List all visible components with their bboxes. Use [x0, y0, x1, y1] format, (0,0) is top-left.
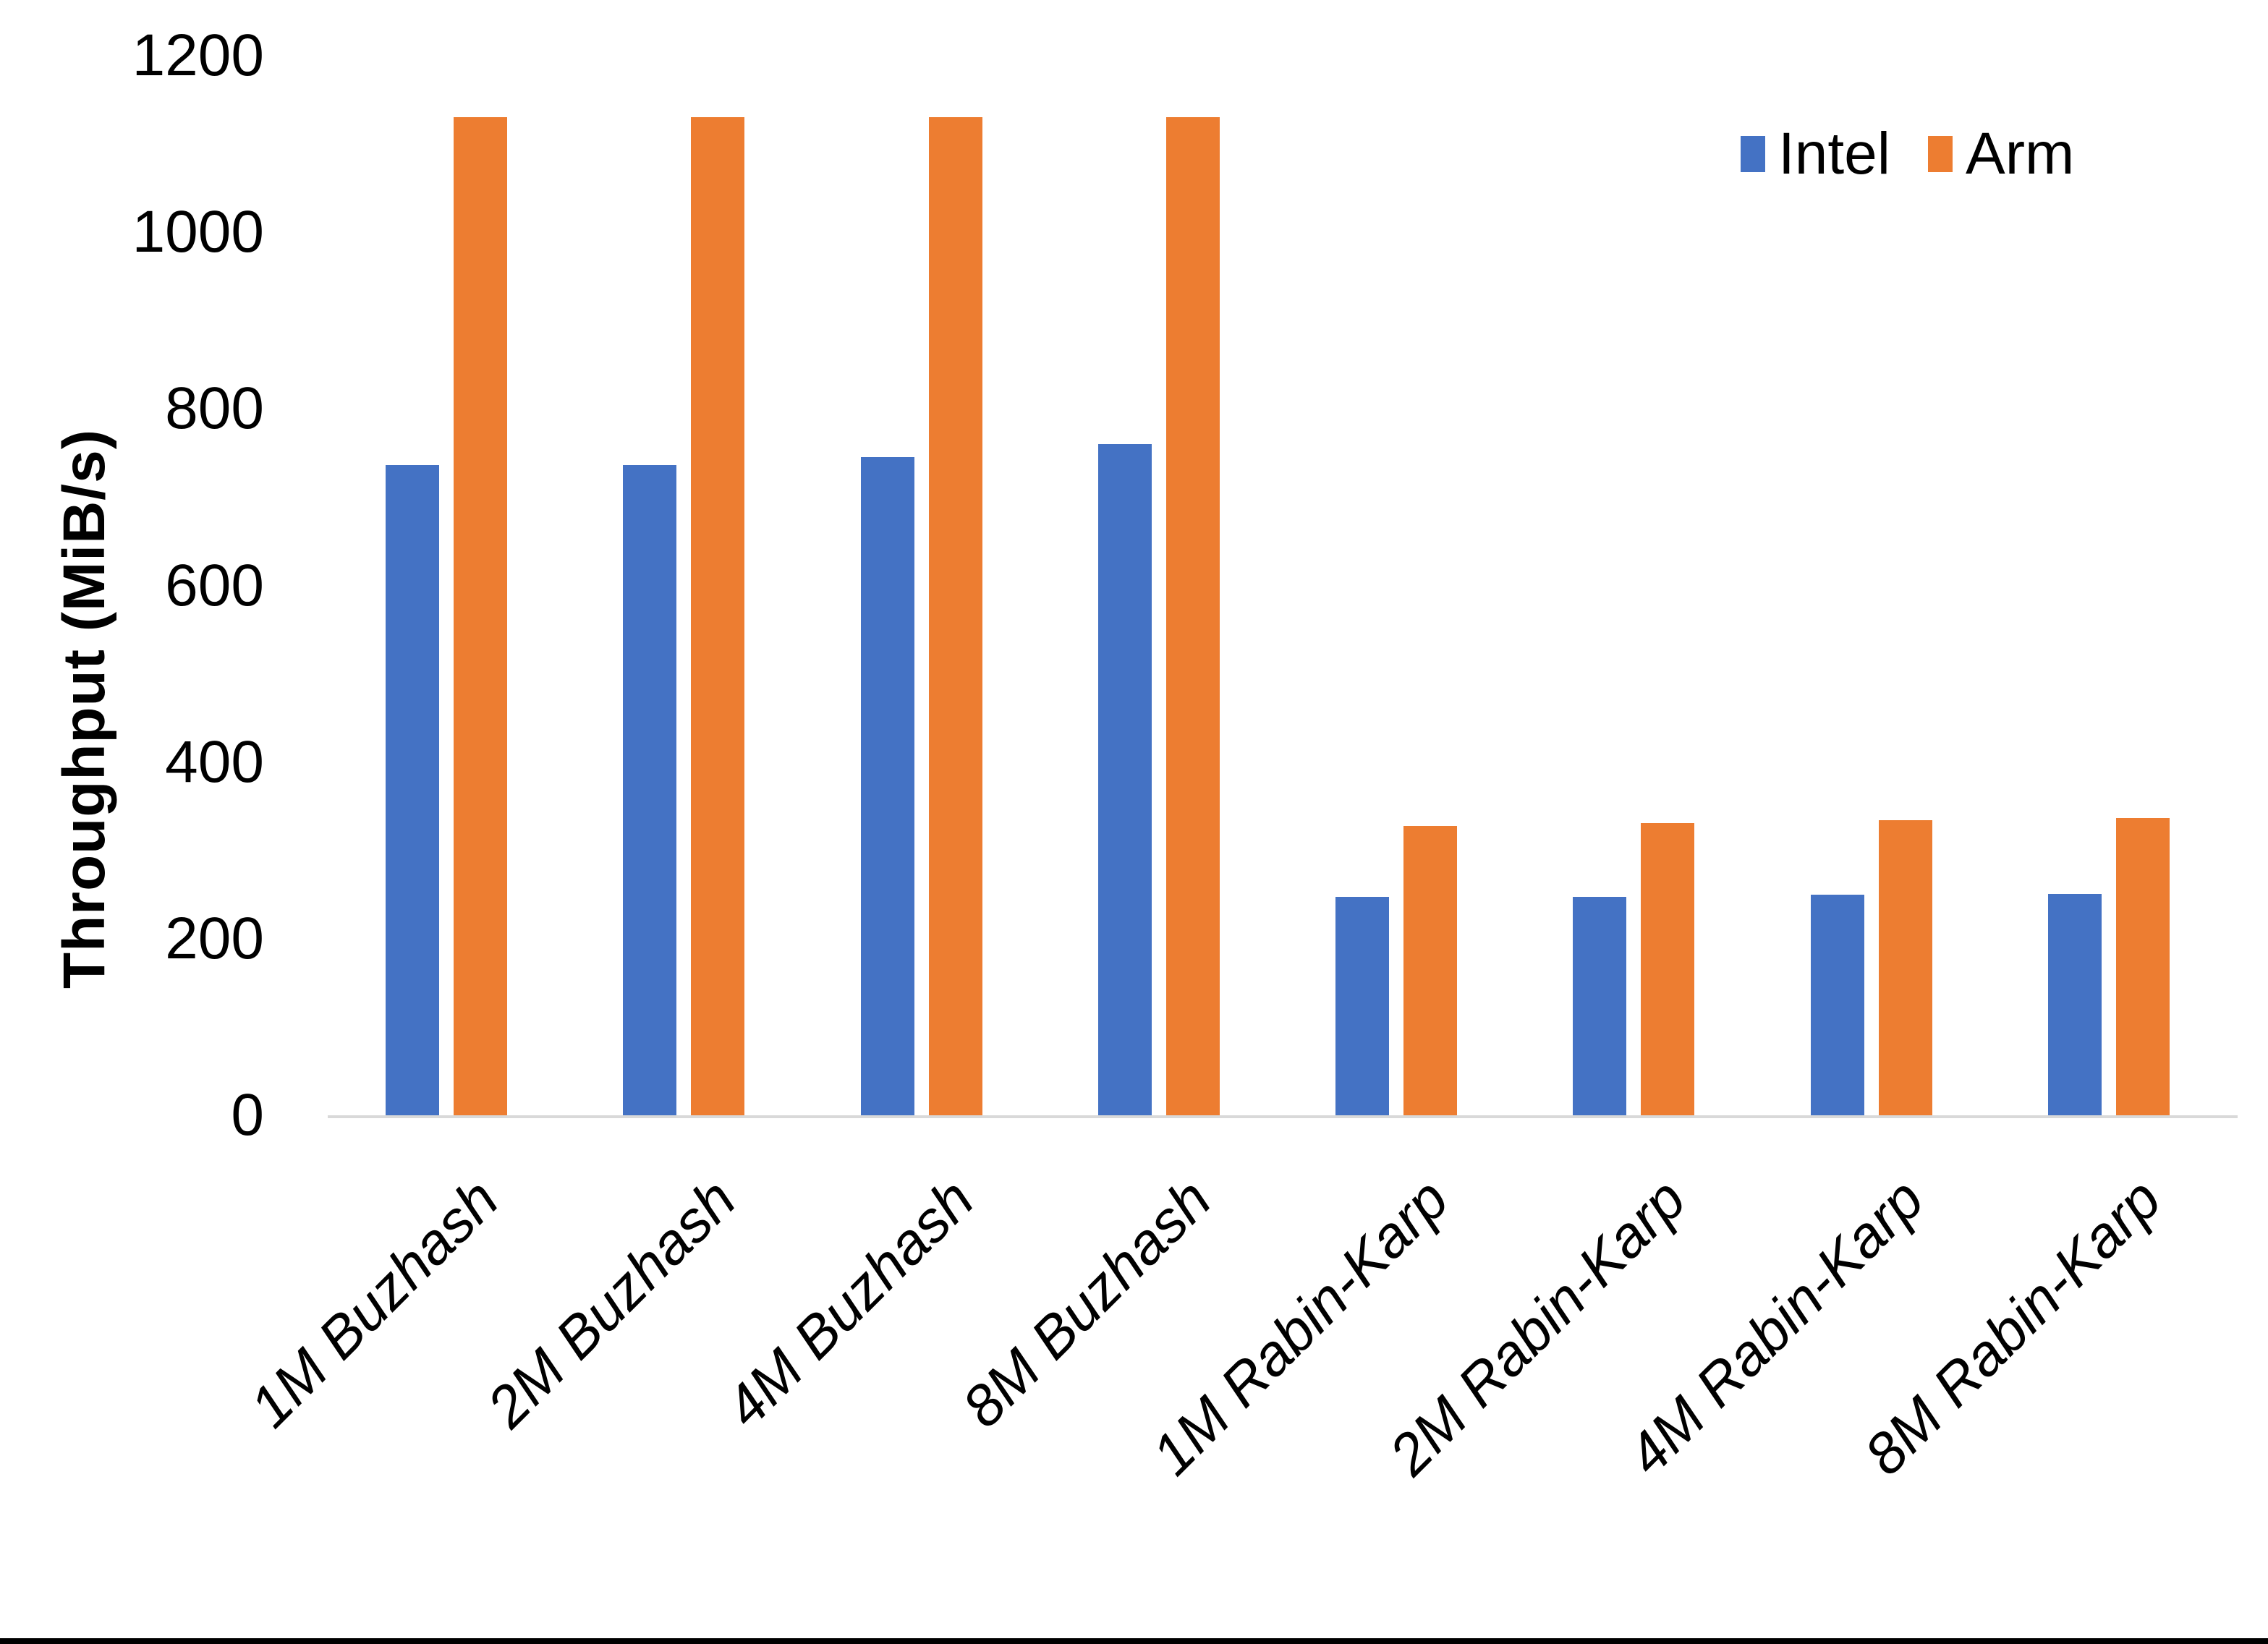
x-label-2m-buzhash: 2M Buzhash: [475, 1166, 748, 1440]
y-tick-0: 0: [231, 1082, 264, 1148]
bar-intel-8m-buzhash: [1098, 444, 1152, 1115]
x-label-4m-buzhash: 4M Buzhash: [713, 1166, 986, 1440]
y-tick-800: 800: [165, 375, 264, 442]
x-axis-line: [328, 1115, 2238, 1118]
bar-intel-2m-rabin-karp: [1573, 897, 1626, 1115]
bottom-border: [0, 1638, 2268, 1644]
bar-arm-2m-rabin-karp: [1641, 823, 1694, 1115]
legend: Intel Arm: [1741, 124, 2074, 184]
bar-arm-2m-buzhash: [691, 117, 744, 1115]
legend-marker-arm: [1928, 136, 1953, 172]
bar-arm-8m-rabin-karp: [2116, 818, 2170, 1115]
y-tick-400: 400: [165, 728, 264, 795]
bar-intel-8m-rabin-karp: [2048, 894, 2102, 1115]
x-label-1m-buzhash: 1M Buzhash: [237, 1166, 511, 1440]
bar-intel-1m-rabin-karp: [1335, 897, 1389, 1115]
legend-entry-intel: Intel: [1741, 124, 1890, 184]
y-tick-200: 200: [165, 905, 264, 971]
y-axis-title: Throughput (MiB/s): [51, 428, 117, 989]
bar-arm-1m-buzhash: [454, 117, 507, 1115]
legend-marker-intel: [1741, 136, 1765, 172]
legend-label-intel: Intel: [1778, 121, 1890, 187]
legend-entry-arm: Arm: [1928, 124, 2074, 184]
y-tick-1200: 1200: [132, 22, 264, 88]
bar-arm-8m-buzhash: [1166, 117, 1220, 1115]
bar-intel-4m-rabin-karp: [1811, 895, 1864, 1115]
bar-intel-1m-buzhash: [386, 465, 439, 1115]
bar-arm-4m-rabin-karp: [1879, 820, 1932, 1115]
y-tick-600: 600: [165, 552, 264, 618]
bar-intel-2m-buzhash: [623, 465, 676, 1115]
bar-arm-4m-buzhash: [929, 117, 982, 1115]
bar-arm-1m-rabin-karp: [1403, 826, 1457, 1115]
y-tick-1000: 1000: [132, 199, 264, 265]
bar-intel-4m-buzhash: [861, 457, 914, 1115]
legend-label-arm: Arm: [1966, 121, 2075, 187]
